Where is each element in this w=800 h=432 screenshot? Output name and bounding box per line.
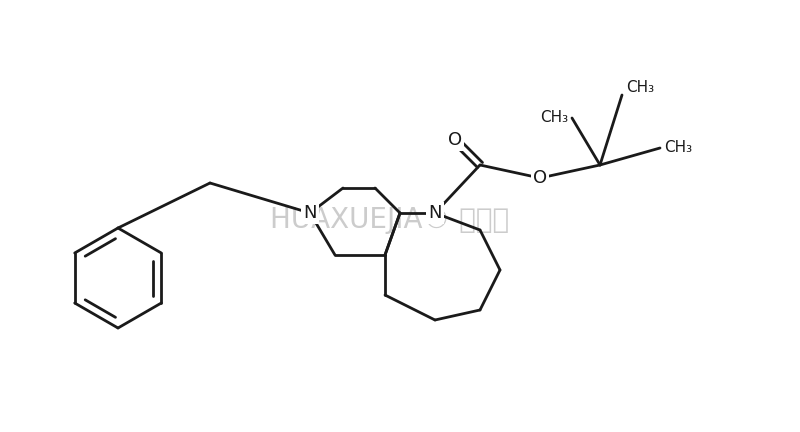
Text: CH₃: CH₃ [540, 111, 568, 126]
Text: HUAXUEJIA® 化学加: HUAXUEJIA® 化学加 [270, 206, 510, 234]
Text: CH₃: CH₃ [626, 80, 654, 95]
Text: O: O [448, 131, 462, 149]
Text: N: N [428, 204, 442, 222]
Text: CH₃: CH₃ [664, 140, 692, 156]
Text: O: O [533, 169, 547, 187]
Text: N: N [303, 204, 317, 222]
